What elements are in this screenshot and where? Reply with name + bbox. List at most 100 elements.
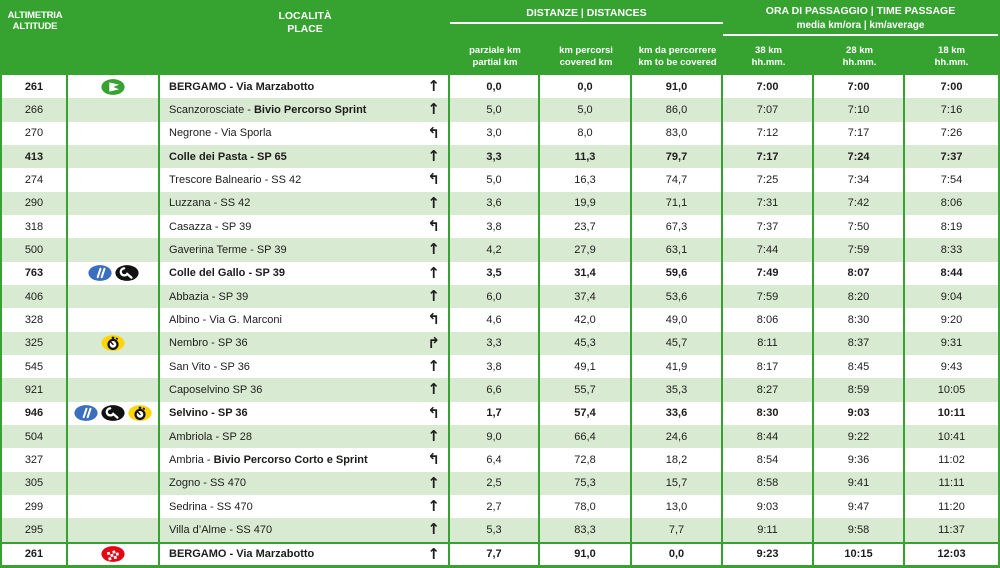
to-cover-km-value: 49,0 xyxy=(632,308,723,332)
time-38km-value: 8:17 xyxy=(723,355,814,379)
table-row: 295 Villa d’Alme - SS 470 ↑ 5,3 83,3 7,7… xyxy=(2,518,998,542)
table-row: 406 Abbazia - SP 39 ↑ 6,0 37,4 53,6 7:59… xyxy=(2,285,998,309)
badge-cell xyxy=(68,425,160,449)
time-28km-value: 7:42 xyxy=(814,191,905,215)
place-name: Ambria - Bivio Percorso Corto e Sprint xyxy=(169,453,368,466)
place-name: Albino - Via G. Marconi xyxy=(169,313,282,326)
altitude-value: 274 xyxy=(2,168,68,192)
direction-arrow-icon: ↑ xyxy=(427,380,440,399)
partial-km-value: 9,0 xyxy=(450,425,540,449)
badge-cell xyxy=(68,75,160,99)
time-28km-value: 8:37 xyxy=(814,331,905,355)
altitude-value: 406 xyxy=(2,285,68,309)
place-cell: Casazza - SP 39 ↰ xyxy=(160,215,450,239)
time-18km-value: 7:16 xyxy=(940,103,963,116)
place-name: Trescore Balneario - SS 42 xyxy=(169,173,302,186)
partial-km-value: 3,3 xyxy=(450,331,540,355)
covered-km-value: 27,9 xyxy=(540,238,632,262)
table-row: 500 Gaverina Terme - SP 39 ↑ 4,2 27,9 63… xyxy=(2,238,998,262)
place-cell: BERGAMO - Via Marzabotto ↑ xyxy=(160,75,450,99)
time-38km-value: 7:59 xyxy=(723,285,814,309)
time-38km-value: 8:06 xyxy=(723,308,814,332)
partial-km-value: 3,3 xyxy=(450,145,540,169)
covered-km-value: 78,0 xyxy=(540,495,632,519)
time-38km-value: 8:44 xyxy=(723,425,814,449)
to-cover-km-value: 7,7 xyxy=(632,518,723,542)
table-row: 261 BERGAMO - Via Marzabotto ↑ 0,0 0,0 9… xyxy=(2,75,998,99)
table-row: 270 Negrone - Via Sporla ↰ 3,0 8,0 83,0 … xyxy=(2,121,998,145)
time-38km-value: 9:23 xyxy=(723,543,814,565)
time-18km-value: 8:19 xyxy=(940,220,963,233)
time-38km-value: 7:12 xyxy=(723,121,814,145)
table-row: 261 BERGAMO - Via Marzabotto ↑ 7,7 91,0 … xyxy=(2,541,998,565)
time-28km-value: 8:45 xyxy=(814,355,905,379)
times-header-group: ORA DI PASSAGGIO | TIME PASSAGE media km… xyxy=(723,2,998,75)
partial-km-value: 3,8 xyxy=(450,215,540,239)
table-row: 921 Caposelvino SP 36 ↑ 6,6 55,7 35,3 8:… xyxy=(2,378,998,402)
place-name: Colle dei Pasta - SP 65 xyxy=(169,150,287,163)
direction-arrow-icon: ↑ xyxy=(427,263,440,282)
place-cell: Luzzana - SS 42 ↑ xyxy=(160,191,450,215)
table-row: 266 Scanzorosciate - Bivio Percorso Spri… xyxy=(2,98,998,122)
partial-km-value: 2,7 xyxy=(450,495,540,519)
time-28km-value: 8:07 xyxy=(814,261,905,285)
badge-column-header xyxy=(68,2,160,75)
badge-cell xyxy=(68,378,160,402)
place-header-en: PLACE xyxy=(287,22,323,35)
direction-arrow-icon: ↰ xyxy=(427,450,440,469)
times-subheaders: 38 km hh.mm. 28 km hh.mm. 18 km hh.mm. xyxy=(723,45,998,75)
table-row: 504 Ambriola - SP 28 ↑ 9,0 66,4 24,6 8:4… xyxy=(2,425,998,449)
time-18km-value: 11:02 xyxy=(938,453,965,466)
direction-arrow-icon: ↑ xyxy=(427,520,440,539)
place-cell: San Vito - SP 36 ↑ xyxy=(160,355,450,379)
time-28km-value: 9:58 xyxy=(814,518,905,542)
place-name: BERGAMO - Via Marzabotto xyxy=(169,548,315,561)
direction-arrow-icon: ↑ xyxy=(427,544,440,563)
altitude-column-header: ALTIMETRIA ALTITUDE xyxy=(2,2,68,75)
badge-cell xyxy=(68,285,160,309)
time-18km-value: 9:04 xyxy=(940,290,963,303)
place-name: Zogno - SS 470 xyxy=(169,477,247,490)
place-name: Gaverina Terme - SP 39 xyxy=(169,243,287,256)
covered-km-value: 49,1 xyxy=(540,355,632,379)
badge-cell xyxy=(68,168,160,192)
badge-cell xyxy=(68,331,160,355)
direction-arrow-icon: ↑ xyxy=(427,193,440,212)
altitude-value: 325 xyxy=(2,331,68,355)
place-cell: Gaverina Terme - SP 39 ↑ xyxy=(160,238,450,262)
badge-cell xyxy=(68,261,160,285)
badge-cell xyxy=(68,215,160,239)
partial-km-value: 0,0 xyxy=(450,75,540,99)
to-cover-km-value: 67,3 xyxy=(632,215,723,239)
to-cover-km-value: 13,0 xyxy=(632,495,723,519)
direction-arrow-icon: ↰ xyxy=(427,217,440,236)
badge-cell xyxy=(68,355,160,379)
table-row: 328 Albino - Via G. Marconi ↰ 4,6 42,0 4… xyxy=(2,308,998,332)
altitude-header-en: ALTITUDE xyxy=(12,21,58,33)
timing-icon xyxy=(100,334,126,352)
table-row: 413 Colle dei Pasta - SP 65 ↑ 3,3 11,3 7… xyxy=(2,145,998,169)
place-name: Colle del Gallo - SP 39 xyxy=(169,267,285,280)
place-cell: Colle del Gallo - SP 39 ↑ xyxy=(160,261,450,285)
to-cover-km-value: 18,2 xyxy=(632,448,723,472)
time-38km-value: 8:54 xyxy=(723,448,814,472)
time-38km-value: 7:49 xyxy=(723,261,814,285)
direction-arrow-icon: ↑ xyxy=(427,77,440,96)
to-cover-km-value: 63,1 xyxy=(632,238,723,262)
covered-km-value: 19,9 xyxy=(540,191,632,215)
time-18km-value: 7:00 xyxy=(940,80,963,93)
time-28km-value: 10:15 xyxy=(814,543,905,565)
time-18km-value: 9:43 xyxy=(940,360,963,373)
altitude-value: 413 xyxy=(2,145,68,169)
time-38km-value: 8:27 xyxy=(723,378,814,402)
place-name: Villa d’Alme - SS 470 xyxy=(169,523,273,536)
badge-cell xyxy=(68,98,160,122)
time-28km-value: 7:24 xyxy=(814,145,905,169)
time-38km-value: 9:03 xyxy=(723,495,814,519)
time-18km-value: 8:44 xyxy=(940,267,963,280)
start-flag-icon xyxy=(100,78,126,96)
partial-km-header: parziale km partial km xyxy=(469,45,521,69)
covered-km-value: 55,7 xyxy=(540,378,632,402)
time-28km-value: 9:41 xyxy=(814,471,905,495)
